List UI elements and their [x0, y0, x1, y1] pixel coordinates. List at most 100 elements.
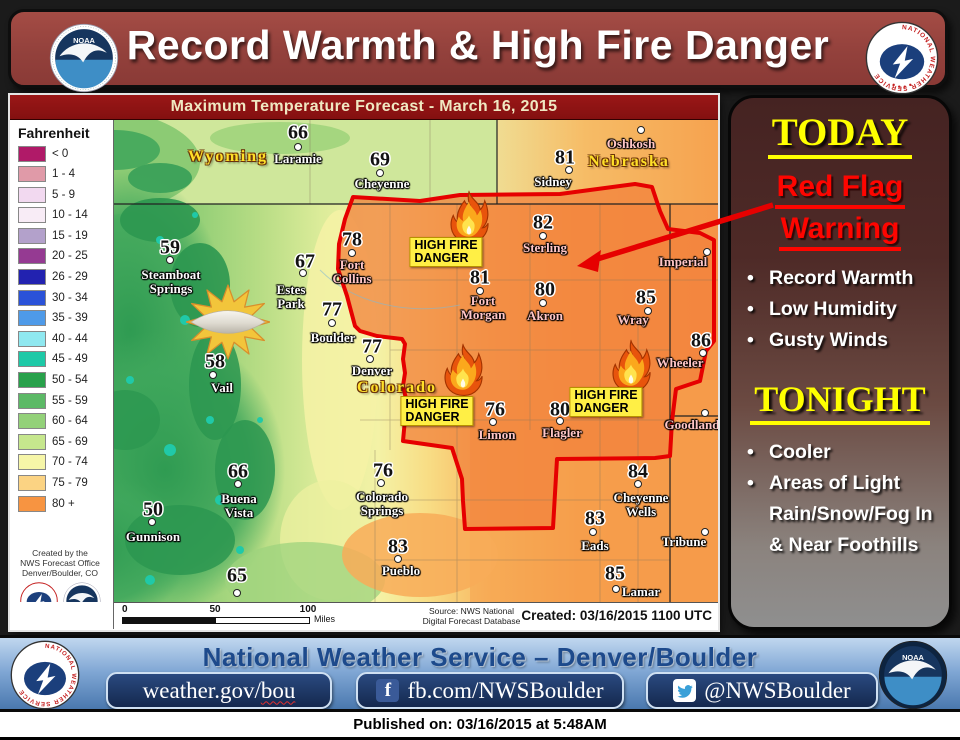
legend-label: 60 - 64	[52, 415, 88, 428]
legend-swatch	[18, 145, 46, 162]
legend-label: 30 - 34	[52, 291, 88, 304]
footer-title: National Weather Service – Denver/Boulde…	[202, 642, 758, 672]
bullet-item: Cooler	[743, 437, 943, 468]
temperature-map	[10, 120, 718, 602]
legend-swatch	[18, 166, 46, 183]
legend-label: 5 - 9	[52, 188, 76, 201]
map-credit: Created by the NWS Forecast Office Denve…	[20, 548, 100, 578]
legend-label: 15 - 19	[52, 229, 88, 242]
legend-label: 55 - 59	[52, 394, 88, 407]
legend-swatch	[18, 186, 46, 203]
legend-entry: 5 - 9	[18, 186, 113, 203]
legend-label: 40 - 44	[52, 332, 88, 345]
legend-entry: 30 - 34	[18, 289, 113, 306]
legend-entry: 55 - 59	[18, 392, 113, 409]
legend-entry: 65 - 69	[18, 433, 113, 450]
today-bullet-list: Record WarmthLow HumidityGusty Winds	[731, 263, 949, 356]
twitter-link-button[interactable]: @NWSBoulder	[646, 672, 878, 709]
legend-swatch	[18, 413, 46, 430]
warning-line-2: Warning	[778, 212, 902, 251]
map-content: Wyoming Nebraska Colorado 66 Laramie 69 Cheyen…	[10, 120, 718, 629]
legend-swatch	[18, 330, 46, 347]
legend-label: 80 +	[52, 497, 75, 510]
twitter-icon	[673, 679, 697, 702]
legend-entry: 35 - 39	[18, 310, 113, 327]
legend-footer-gap	[10, 602, 114, 629]
facebook-label: fb.com/NWSBoulder	[407, 677, 604, 703]
legend-label: 45 - 49	[52, 353, 88, 366]
legend-panel: Fahrenheit < 0 1 - 4 5 - 9 10 - 14 15 - 19 20…	[10, 120, 114, 620]
website-url-pre: weather.gov/	[142, 677, 261, 703]
top-banner: NOAA Record Warmth & High Fire Danger NA…	[8, 9, 948, 95]
legend-label: < 0	[52, 147, 69, 160]
legend-label: 26 - 29	[52, 271, 88, 284]
legend-swatch	[18, 248, 46, 265]
legend-label: 35 - 39	[52, 312, 88, 325]
facebook-icon: f	[376, 679, 400, 702]
legend-entry: 50 - 54	[18, 372, 113, 389]
legend-entry: 10 - 14	[18, 207, 113, 224]
map-info-bar: 0 50 100 Miles Source: NWS National Digita…	[114, 602, 718, 629]
legend-entry: 1 - 4	[18, 166, 113, 183]
legend-swatch	[18, 495, 46, 512]
legend-entry: 15 - 19	[18, 227, 113, 244]
legend-entry: 20 - 25	[18, 248, 113, 265]
legend-list: < 0 1 - 4 5 - 9 10 - 14 15 - 19 20 - 25 26 - 2…	[18, 145, 113, 512]
legend-swatch	[18, 454, 46, 471]
tonight-heading: TONIGHT	[750, 378, 930, 425]
legend-label: 65 - 69	[52, 435, 88, 448]
svg-text:NOAA: NOAA	[73, 36, 95, 45]
published-timestamp: Published on: 03/16/2015 at 5:48AM	[0, 712, 960, 737]
website-url-tail: bou	[260, 677, 296, 703]
scale-unit: Miles	[314, 614, 336, 624]
scale-tick: 50	[209, 604, 221, 615]
bullet-item: Record Warmth	[743, 263, 943, 294]
bullet-item: Low Humidity	[743, 294, 943, 325]
map-source: Source: NWS National Digital Forecast Da…	[422, 606, 521, 626]
legend-title: Fahrenheit	[18, 125, 90, 141]
today-heading: TODAY	[767, 112, 913, 159]
legend-swatch	[18, 227, 46, 244]
legend-entry: 40 - 44	[18, 330, 113, 347]
legend-entry: 60 - 64	[18, 413, 113, 430]
legend-swatch	[18, 433, 46, 450]
scale-bar	[122, 617, 310, 624]
legend-swatch	[18, 351, 46, 368]
map-title: Maximum Temperature Forecast - March 16,…	[10, 95, 718, 120]
legend-swatch	[18, 269, 46, 286]
legend-swatch	[18, 289, 46, 306]
legend-entry: 80 +	[18, 495, 113, 512]
sunny-cloud-icon	[186, 284, 270, 360]
page-title: Record Warmth & High Fire Danger	[126, 22, 830, 68]
website-link-button[interactable]: weather.gov/bou	[106, 672, 332, 709]
legend-swatch	[18, 310, 46, 327]
legend-label: 50 - 54	[52, 374, 88, 387]
legend-entry: 45 - 49	[18, 351, 113, 368]
legend-entry: 75 - 79	[18, 475, 113, 491]
scale-tick: 0	[122, 604, 128, 615]
red-flag-warning-label: Red Flag Warning	[731, 167, 949, 251]
forecast-map-panel: Maximum Temperature Forecast - March 16,…	[10, 95, 718, 630]
legend-entry: 70 - 74	[18, 454, 113, 471]
bullet-item: Gusty Winds	[743, 325, 943, 356]
forecast-sidebar: TODAY Red Flag Warning Record WarmthLow …	[728, 95, 952, 630]
nws-logo-icon: NATIONAL WEATHER SERVICE	[865, 21, 939, 95]
nws-logo-footer-icon: NATIONAL WEATHER SERVICE	[10, 640, 80, 710]
warning-line-1: Red Flag	[774, 170, 906, 209]
legend-swatch	[18, 372, 46, 389]
legend-swatch	[18, 392, 46, 409]
bullet-item: Areas of Light Rain/Snow/Fog In & Near F…	[743, 468, 943, 561]
legend-label: 10 - 14	[52, 209, 88, 222]
legend-entry: 26 - 29	[18, 269, 113, 286]
facebook-link-button[interactable]: f fb.com/NWSBoulder	[356, 672, 624, 709]
legend-swatch	[18, 207, 46, 224]
map-created-timestamp: Created: 03/16/2015 1100 UTC	[521, 608, 712, 623]
twitter-label: @NWSBoulder	[704, 677, 851, 703]
noaa-logo-footer-icon: NOAA	[878, 640, 948, 710]
tonight-bullet-list: CoolerAreas of Light Rain/Snow/Fog In & …	[731, 437, 949, 561]
legend-label: 75 - 79	[52, 477, 88, 489]
legend-label: 70 - 74	[52, 456, 88, 469]
bottom-border	[0, 737, 960, 740]
noaa-logo-icon: NOAA	[49, 23, 119, 93]
